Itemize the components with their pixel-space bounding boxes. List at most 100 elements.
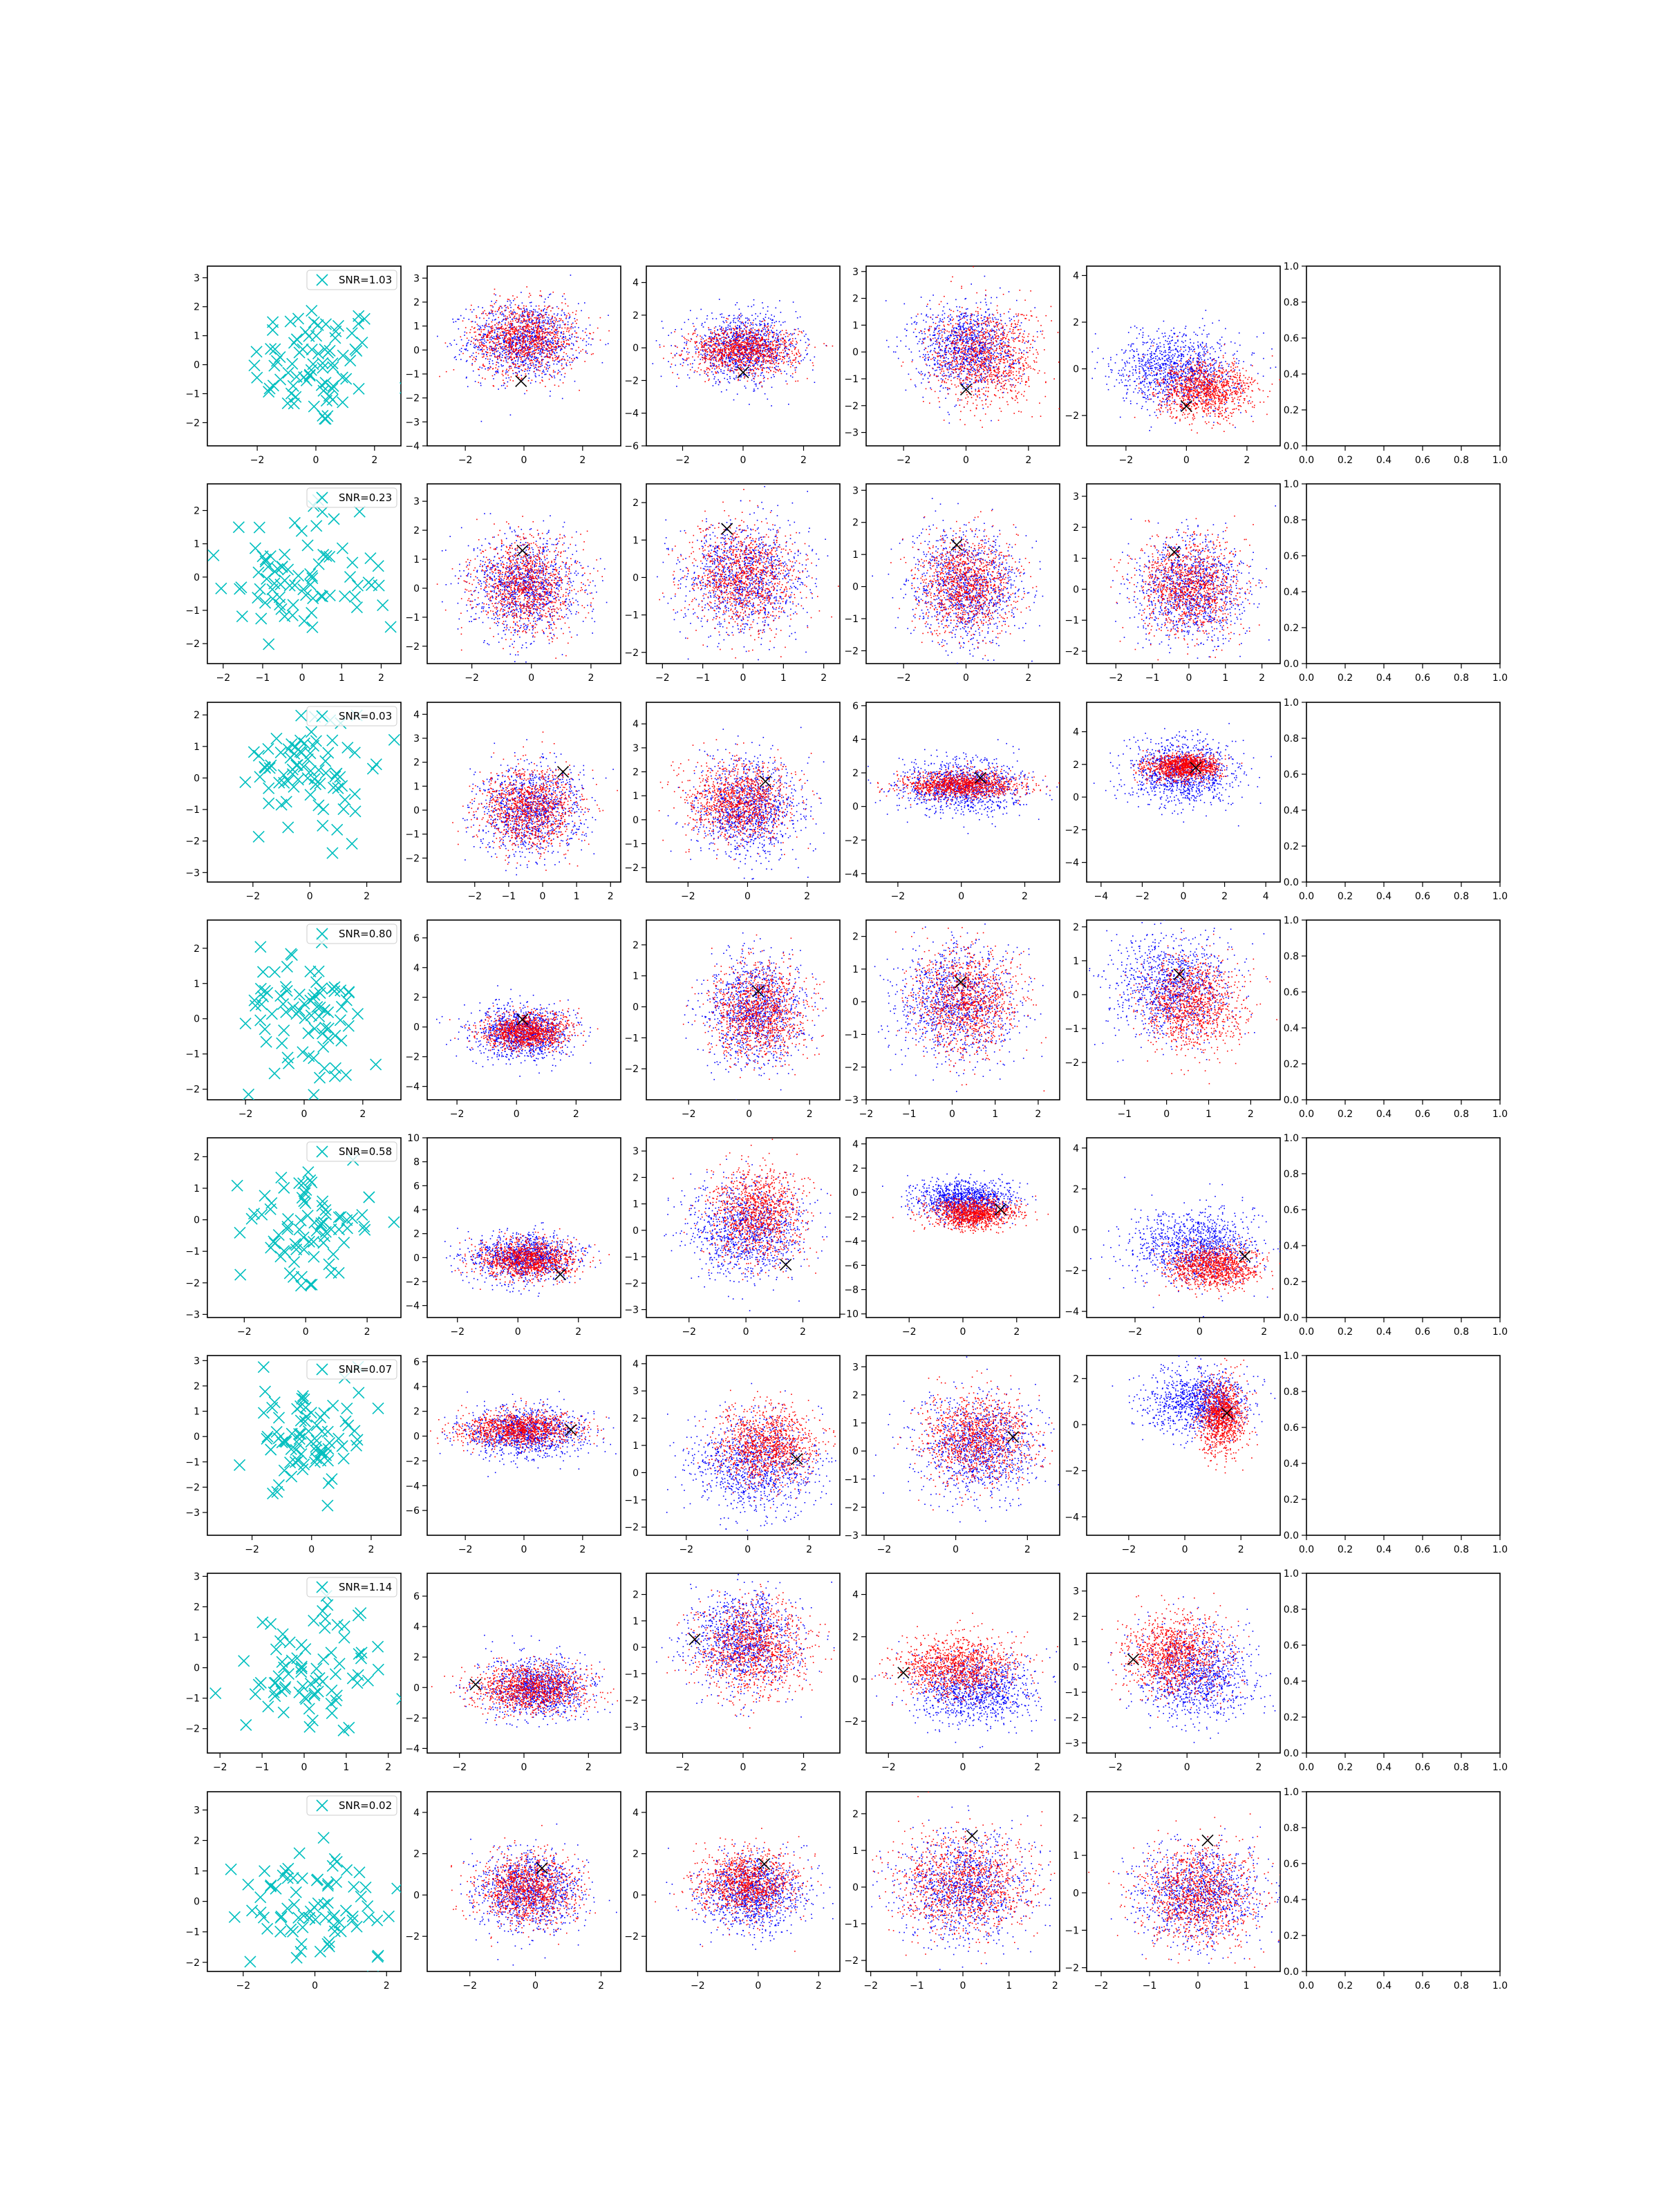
- point: [517, 337, 518, 338]
- point: [491, 328, 492, 329]
- point: [522, 352, 523, 353]
- point: [542, 377, 543, 378]
- point: [545, 340, 546, 341]
- point: [522, 335, 523, 337]
- point: [529, 326, 531, 328]
- point: [497, 355, 498, 357]
- point: [718, 373, 720, 374]
- point: [712, 363, 713, 364]
- point: [752, 322, 753, 324]
- point: [546, 364, 547, 366]
- point: [486, 326, 487, 327]
- point: [982, 378, 983, 379]
- point: [565, 336, 566, 337]
- point: [534, 346, 535, 348]
- point: [1013, 349, 1014, 350]
- point: [527, 324, 529, 326]
- point: [536, 348, 538, 350]
- point: [556, 349, 557, 350]
- point: [506, 319, 507, 321]
- point: [489, 348, 490, 349]
- point: [710, 351, 711, 353]
- point: [693, 323, 694, 324]
- point: [477, 329, 478, 330]
- point: [795, 359, 796, 361]
- point: [499, 321, 500, 323]
- point: [479, 344, 480, 346]
- point: [608, 315, 609, 316]
- point: [608, 330, 610, 332]
- point: [487, 359, 489, 360]
- point: [553, 342, 554, 344]
- point: [556, 331, 558, 332]
- point: [774, 340, 776, 341]
- point: [753, 350, 755, 352]
- point: [523, 354, 525, 355]
- point: [796, 341, 798, 342]
- point: [573, 345, 574, 346]
- point: [783, 334, 785, 335]
- point: [727, 362, 729, 364]
- point: [585, 350, 587, 352]
- point: [740, 313, 742, 315]
- point: [503, 344, 505, 346]
- point: [518, 338, 519, 339]
- point: [745, 362, 747, 363]
- point: [491, 312, 493, 313]
- point: [950, 375, 952, 377]
- point: [477, 347, 478, 348]
- point: [687, 364, 688, 366]
- point: [804, 357, 805, 359]
- point: [515, 320, 516, 321]
- point: [507, 318, 509, 319]
- point: [497, 371, 498, 373]
- point: [529, 330, 531, 331]
- point: [735, 322, 736, 324]
- point: [711, 358, 713, 359]
- point: [534, 357, 535, 358]
- point: [472, 359, 474, 360]
- point: [512, 340, 514, 341]
- point: [491, 337, 493, 339]
- point: [728, 349, 729, 350]
- point: [499, 352, 500, 353]
- point: [798, 350, 799, 351]
- point: [764, 335, 765, 336]
- point: [775, 372, 776, 373]
- point: [543, 315, 545, 317]
- point: [716, 318, 718, 319]
- point: [807, 338, 809, 339]
- point: [476, 339, 478, 340]
- point: [541, 337, 543, 338]
- point: [547, 365, 549, 366]
- point: [521, 346, 523, 348]
- point: [468, 340, 469, 341]
- point: [532, 365, 533, 366]
- point: [706, 368, 708, 369]
- point: [747, 317, 748, 319]
- point: [758, 316, 759, 317]
- point: [700, 374, 701, 375]
- point: [522, 313, 523, 315]
- point: [971, 362, 972, 364]
- point: [484, 335, 485, 337]
- point: [744, 339, 745, 340]
- point: [552, 360, 554, 362]
- point: [702, 337, 703, 338]
- point: [562, 296, 563, 297]
- point: [768, 355, 769, 356]
- point: [516, 318, 518, 319]
- point: [764, 381, 765, 382]
- point: [911, 324, 912, 325]
- point: [500, 335, 502, 337]
- point: [526, 335, 527, 337]
- point: [751, 339, 753, 340]
- point: [963, 324, 964, 325]
- point: [771, 357, 772, 358]
- point: [494, 338, 496, 339]
- point: [536, 335, 538, 336]
- point: [518, 319, 519, 320]
- point: [761, 370, 762, 371]
- point: [482, 312, 484, 313]
